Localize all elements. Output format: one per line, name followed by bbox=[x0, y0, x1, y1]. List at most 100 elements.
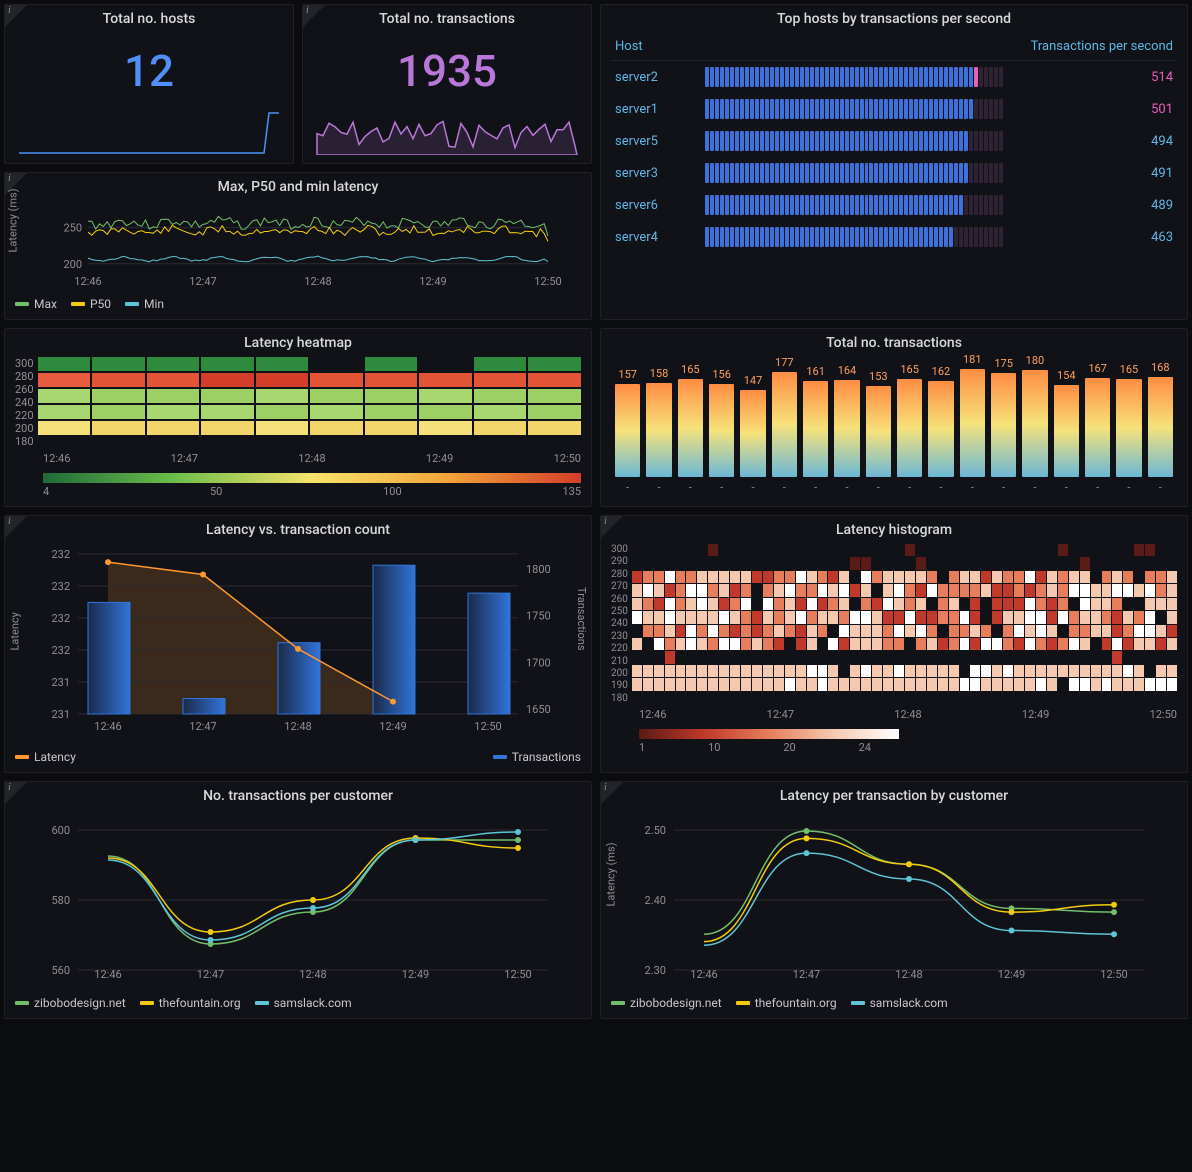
tps-value: 463 bbox=[1007, 221, 1177, 253]
svg-text:250: 250 bbox=[63, 222, 82, 235]
panel-title: Top hosts by transactions per second bbox=[611, 11, 1177, 27]
latency-chart: 20025012:4612:4712:4812:4912:50 bbox=[15, 201, 581, 291]
info-icon[interactable] bbox=[303, 5, 325, 27]
panel-total-hosts[interactable]: Total no. hosts 12 bbox=[4, 4, 294, 164]
tps-value: 489 bbox=[1007, 189, 1177, 221]
x-axis: 12:4612:4712:4812:4912:50 bbox=[15, 452, 581, 465]
host-name: server4 bbox=[611, 221, 701, 253]
bar: 147 bbox=[740, 374, 765, 477]
col-header-tps[interactable]: Transactions per second bbox=[1007, 33, 1177, 61]
svg-text:231: 231 bbox=[51, 708, 70, 721]
y-axis-label: Latency (ms) bbox=[605, 842, 618, 906]
svg-text:2.30: 2.30 bbox=[645, 964, 666, 977]
table-row[interactable]: server5494 bbox=[611, 125, 1177, 157]
panel-top-hosts[interactable]: Top hosts by transactions per second Hos… bbox=[600, 4, 1188, 320]
bar: 161 bbox=[803, 365, 828, 477]
svg-text:232: 232 bbox=[51, 644, 70, 657]
panel-latency-lines[interactable]: Max, P50 and min latency Latency (ms) 20… bbox=[4, 172, 592, 320]
panel-title: Total no. transactions bbox=[611, 335, 1177, 351]
x-axis: ------------------ bbox=[611, 477, 1177, 494]
line-chart: 60058056012:4612:4712:4812:4912:50 bbox=[15, 810, 581, 990]
table-row[interactable]: server2514 bbox=[611, 61, 1177, 94]
legend: Max P50 Min bbox=[15, 297, 581, 311]
svg-text:1800: 1800 bbox=[526, 563, 551, 576]
stat-value: 1935 bbox=[313, 45, 581, 97]
info-icon[interactable] bbox=[601, 516, 623, 538]
svg-text:580: 580 bbox=[51, 894, 70, 907]
panel-latency-histogram[interactable]: Latency histogram 3002902802702602502402… bbox=[600, 515, 1188, 773]
legend-item[interactable]: zibobodesign.net bbox=[611, 996, 722, 1010]
panel-title: Latency per transaction by customer bbox=[611, 788, 1177, 804]
lcd-bar bbox=[705, 163, 1003, 183]
svg-text:200: 200 bbox=[63, 258, 82, 271]
panel-title: Total no. hosts bbox=[15, 11, 283, 27]
tps-value: 494 bbox=[1007, 125, 1177, 157]
panel-title: Latency heatmap bbox=[15, 335, 581, 351]
color-scale-labels: 450100135 bbox=[15, 485, 581, 498]
table-row[interactable]: server1501 bbox=[611, 93, 1177, 125]
y-axis-label-left: Latency bbox=[9, 612, 22, 650]
legend-item[interactable]: thefountain.org bbox=[140, 996, 241, 1010]
legend: zibobodesign.net thefountain.org samslack.… bbox=[611, 996, 1177, 1010]
legend-item[interactable]: Min bbox=[125, 297, 164, 311]
bar: 180 bbox=[1022, 354, 1047, 477]
svg-text:12:47: 12:47 bbox=[197, 968, 224, 981]
bar: 177 bbox=[772, 356, 797, 477]
col-header-host[interactable]: Host bbox=[611, 33, 701, 61]
y-axis: 300280260240220200180 bbox=[15, 357, 38, 448]
legend: zibobodesign.net thefountain.org samslack.… bbox=[15, 996, 581, 1010]
table-row[interactable]: server3491 bbox=[611, 157, 1177, 189]
info-icon[interactable] bbox=[5, 516, 27, 538]
color-scale-labels: 1102024 bbox=[611, 741, 871, 754]
sparkline bbox=[15, 105, 283, 155]
sparkline bbox=[313, 105, 581, 155]
svg-text:560: 560 bbox=[51, 964, 70, 977]
bar: 167 bbox=[1085, 362, 1110, 477]
bar: 168 bbox=[1148, 361, 1173, 477]
svg-text:12:47: 12:47 bbox=[793, 968, 820, 981]
legend: Latency Transactions bbox=[15, 750, 581, 764]
legend-item[interactable]: Max bbox=[15, 297, 57, 311]
bar-chart: 1571581651561471771611641531651621811751… bbox=[611, 357, 1177, 477]
svg-text:231: 231 bbox=[51, 676, 70, 689]
legend-item[interactable]: zibobodesign.net bbox=[15, 996, 126, 1010]
host-name: server3 bbox=[611, 157, 701, 189]
panel-title: Latency vs. transaction count bbox=[15, 522, 581, 538]
legend-item[interactable]: samslack.com bbox=[851, 996, 948, 1010]
info-icon[interactable] bbox=[5, 5, 27, 27]
bar: 157 bbox=[615, 368, 640, 477]
svg-text:12:46: 12:46 bbox=[94, 968, 121, 981]
panel-total-transactions[interactable]: Total no. transactions 1935 bbox=[302, 4, 592, 164]
legend-item[interactable]: Transactions bbox=[493, 750, 581, 764]
info-icon[interactable] bbox=[5, 782, 27, 804]
y-axis-label-right: Transactions bbox=[575, 587, 588, 650]
svg-text:232: 232 bbox=[51, 580, 70, 593]
y-axis-label: Latency (ms) bbox=[7, 188, 20, 252]
bar: 181 bbox=[960, 353, 985, 477]
legend-item[interactable]: thefountain.org bbox=[736, 996, 837, 1010]
panel-latency-heatmap[interactable]: Latency heatmap 300280260240220200180 12… bbox=[4, 328, 592, 507]
bar: 162 bbox=[928, 365, 953, 477]
svg-text:12:48: 12:48 bbox=[284, 720, 311, 733]
panel-title: Max, P50 and min latency bbox=[15, 179, 581, 195]
lcd-bar bbox=[705, 67, 1003, 87]
panel-txn-per-customer[interactable]: No. transactions per customer 6005805601… bbox=[4, 781, 592, 1019]
table-row[interactable]: server6 489 bbox=[611, 189, 1177, 221]
svg-text:232: 232 bbox=[51, 548, 70, 561]
svg-text:12:49: 12:49 bbox=[998, 968, 1025, 981]
host-name: server6 bbox=[611, 189, 701, 221]
svg-text:12:49: 12:49 bbox=[419, 275, 446, 288]
legend-item[interactable]: Latency bbox=[15, 750, 76, 764]
legend-item[interactable]: samslack.com bbox=[255, 996, 352, 1010]
legend-item[interactable]: P50 bbox=[71, 297, 111, 311]
tps-value: 514 bbox=[1007, 61, 1177, 94]
svg-text:12:49: 12:49 bbox=[402, 968, 429, 981]
table-row[interactable]: server4 463 bbox=[611, 221, 1177, 253]
svg-text:12:49: 12:49 bbox=[379, 720, 406, 733]
info-icon[interactable] bbox=[601, 782, 623, 804]
bar: 158 bbox=[646, 367, 671, 477]
panel-total-transactions-bars[interactable]: Total no. transactions 15715816515614717… bbox=[600, 328, 1188, 507]
panel-latency-vs-txn[interactable]: Latency vs. transaction count Latency Tr… bbox=[4, 515, 592, 773]
panel-title: No. transactions per customer bbox=[15, 788, 581, 804]
panel-latency-per-customer[interactable]: Latency per transaction by customer Late… bbox=[600, 781, 1188, 1019]
